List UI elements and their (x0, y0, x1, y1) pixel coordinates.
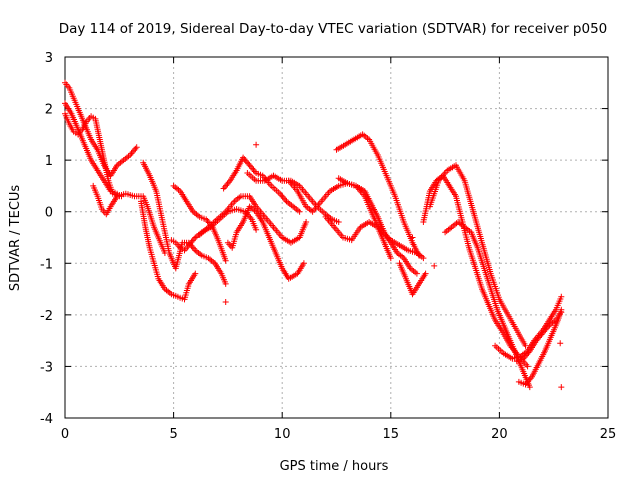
data-point (253, 226, 260, 233)
data-point (558, 384, 565, 391)
series-t11 (196, 193, 310, 246)
series-outliers (222, 141, 565, 391)
y-axis-label: SDTVAR / TECUs (8, 185, 23, 292)
series-t4 (90, 182, 168, 256)
plot-frame (64, 56, 609, 419)
y-tick-label: 2 (45, 103, 53, 118)
series-t5 (140, 159, 229, 287)
data-point (558, 309, 565, 316)
data-point (558, 293, 565, 300)
data-point (222, 257, 229, 264)
series-t9 (224, 203, 307, 282)
series-t23 (513, 309, 565, 365)
y-tick-label: -4 (40, 412, 53, 427)
series-t16 (333, 131, 422, 259)
data-point (335, 219, 342, 225)
series-t6 (138, 198, 199, 303)
data-point (524, 363, 531, 370)
x-tick-label: 5 (169, 427, 177, 442)
x-tick-label: 25 (600, 427, 617, 442)
data-point (192, 270, 199, 277)
data-points (62, 79, 565, 391)
data-point (522, 342, 529, 349)
y-tick-label: -2 (40, 309, 53, 324)
x-tick-label: 0 (61, 427, 69, 442)
data-point (133, 144, 140, 151)
tick-layer: 0 5 10 15 20 25 -4 -3 -2 -1 0 1 2 3 (40, 51, 616, 442)
series-t3 (62, 110, 123, 200)
series-t19 (426, 162, 529, 349)
data-point (526, 384, 533, 391)
data-point (431, 262, 438, 269)
data-point (300, 260, 307, 267)
y-tick-label: -3 (40, 360, 53, 375)
y-tick-label: 0 (45, 206, 53, 221)
data-point (422, 270, 429, 277)
data-point (413, 270, 420, 277)
x-tick-label: 20 (491, 427, 508, 442)
x-tick-label: 15 (383, 427, 400, 442)
data-point (557, 340, 564, 347)
data-point (222, 280, 229, 287)
series-t14 (335, 175, 420, 277)
data-point (387, 255, 394, 262)
chart-title: Day 114 of 2019, Sidereal Day-to-day VTE… (59, 21, 608, 37)
series-t18 (420, 172, 531, 370)
data-point (253, 141, 260, 148)
x-axis-label: GPS time / hours (280, 459, 389, 474)
series-t15 (322, 213, 394, 262)
series-t17 (396, 260, 429, 298)
data-point (409, 234, 416, 241)
y-tick-label: -1 (40, 257, 53, 272)
y-tick-label: 3 (45, 51, 53, 66)
data-point (420, 255, 427, 262)
x-tick-label: 10 (274, 427, 291, 442)
data-point (296, 208, 303, 215)
series-t12 (244, 170, 342, 225)
data-point (303, 219, 310, 225)
data-point (222, 299, 229, 305)
data-point (416, 252, 422, 259)
y-tick-label: 1 (45, 154, 53, 169)
